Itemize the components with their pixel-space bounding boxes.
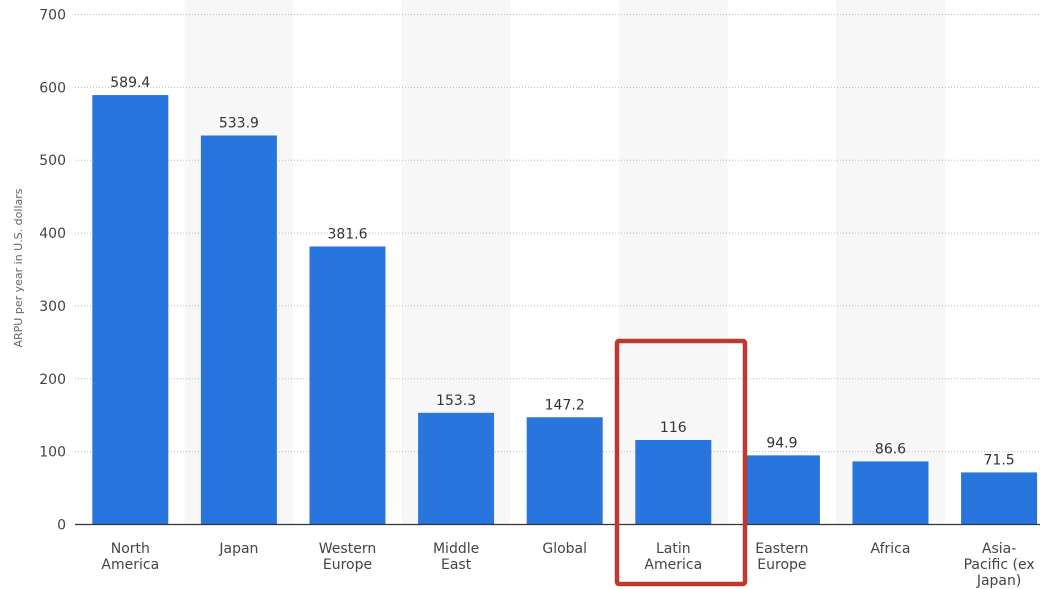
bar <box>92 95 169 525</box>
category-label-line: Europe <box>323 557 372 573</box>
category-label: Middle East <box>433 541 479 573</box>
category-label: North America <box>101 541 159 573</box>
bar <box>635 439 712 525</box>
category-label-line: Pacific (ex <box>964 557 1035 573</box>
bar <box>852 461 929 525</box>
bar <box>418 412 495 525</box>
category-label: Eastern Europe <box>755 541 808 573</box>
y-tick-label: 500 <box>39 153 66 169</box>
y-tick-label: 0 <box>57 518 66 534</box>
data-label: 116 <box>660 420 687 436</box>
bar <box>743 455 820 525</box>
y-tick-label: 700 <box>39 8 66 24</box>
category-label-line: Eastern <box>755 541 808 557</box>
data-labels: 589.4 533.9 381.6 153.3 147.2 116 94.9 86.6 71.5 <box>110 75 1014 468</box>
y-axis-title: ARPU per year in U.S. dollars <box>12 188 25 347</box>
category-label: Western Europe <box>319 541 376 573</box>
band-7 <box>836 0 945 525</box>
data-label: 147.2 <box>545 397 585 413</box>
y-tick-label: 100 <box>39 445 66 461</box>
y-tick-label: 400 <box>39 226 66 242</box>
data-label: 94.9 <box>766 435 797 451</box>
category-label-line: Latin <box>656 541 691 557</box>
category-label-line: East <box>441 557 472 573</box>
category-label-line: Japan <box>218 541 258 557</box>
category-label-line: Global <box>542 541 587 557</box>
bar <box>309 246 386 525</box>
category-label-line: Western <box>319 541 376 557</box>
category-label-line: Asia- <box>982 541 1016 557</box>
gridlines <box>75 14 1040 453</box>
data-label: 381.6 <box>327 226 367 242</box>
y-tick-label: 300 <box>39 299 66 315</box>
category-label-line: America <box>644 557 702 573</box>
bar <box>200 135 277 525</box>
bar <box>526 417 603 525</box>
y-tick-label: 600 <box>39 80 66 96</box>
data-label: 589.4 <box>110 75 150 91</box>
category-label: Global <box>542 541 587 557</box>
category-label-line: Middle <box>433 541 479 557</box>
data-label: 71.5 <box>984 452 1015 468</box>
data-label: 533.9 <box>219 116 259 132</box>
y-tick-label: 200 <box>39 372 66 388</box>
data-label: 153.3 <box>436 393 476 409</box>
y-axis-ticks: 0 100 200 300 400 500 600 700 <box>39 8 66 534</box>
category-label-line: Europe <box>757 557 806 573</box>
category-label-line: Africa <box>871 541 911 557</box>
highlight-box <box>614 338 748 587</box>
bars <box>92 95 1038 525</box>
category-label-line: Japan) <box>976 573 1022 589</box>
band-5 <box>619 0 728 525</box>
category-label-line: America <box>101 557 159 573</box>
data-label: 86.6 <box>875 441 906 457</box>
category-label: Africa <box>871 541 911 557</box>
category-label-line: North <box>111 541 150 557</box>
category-label: Asia-Pacific (ex Japan) <box>964 541 1035 589</box>
category-label: Latin America <box>644 541 702 573</box>
category-label: Japan <box>218 541 258 557</box>
bar <box>961 472 1038 525</box>
